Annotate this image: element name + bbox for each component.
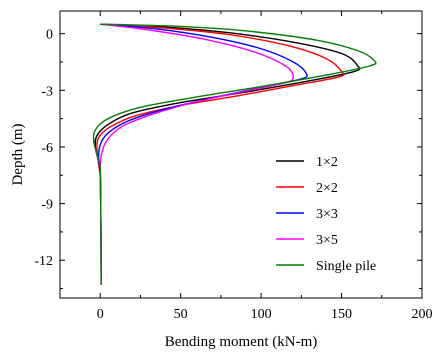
y-tick-label: -3 bbox=[41, 84, 53, 99]
y-tick-label: -6 bbox=[41, 141, 53, 156]
y-tick-label: -9 bbox=[41, 198, 53, 213]
x-tick-label: 0 bbox=[97, 307, 104, 322]
legend-label-1: 1×2 bbox=[316, 155, 338, 170]
plot-frame bbox=[59, 10, 423, 299]
legend: 1×2 2×2 3×3 3×5 Single pile bbox=[276, 155, 376, 274]
x-tick-label: 100 bbox=[251, 307, 272, 322]
x-axis-label: Bending moment (kN-m) bbox=[165, 334, 317, 350]
series-line-5 bbox=[92, 23, 377, 285]
x-axis-ticks: 0 50 100 150 200 bbox=[59, 11, 433, 322]
y-axis-ticks: 0 -3 -6 -9 -12 bbox=[34, 28, 422, 290]
legend-label-4: 3×5 bbox=[316, 233, 338, 248]
y-axis-label: Depth (m) bbox=[10, 123, 26, 185]
legend-label-5: Single pile bbox=[316, 259, 376, 274]
legend-label-3: 3×3 bbox=[316, 207, 338, 222]
y-tick-label: 0 bbox=[46, 28, 53, 43]
x-tick-label: 50 bbox=[174, 307, 188, 322]
x-tick-label: 200 bbox=[412, 307, 433, 322]
x-tick-label: 150 bbox=[331, 307, 352, 322]
y-tick-label: -12 bbox=[34, 254, 53, 269]
plot-lines bbox=[92, 23, 377, 285]
legend-label-2: 2×2 bbox=[316, 181, 338, 196]
